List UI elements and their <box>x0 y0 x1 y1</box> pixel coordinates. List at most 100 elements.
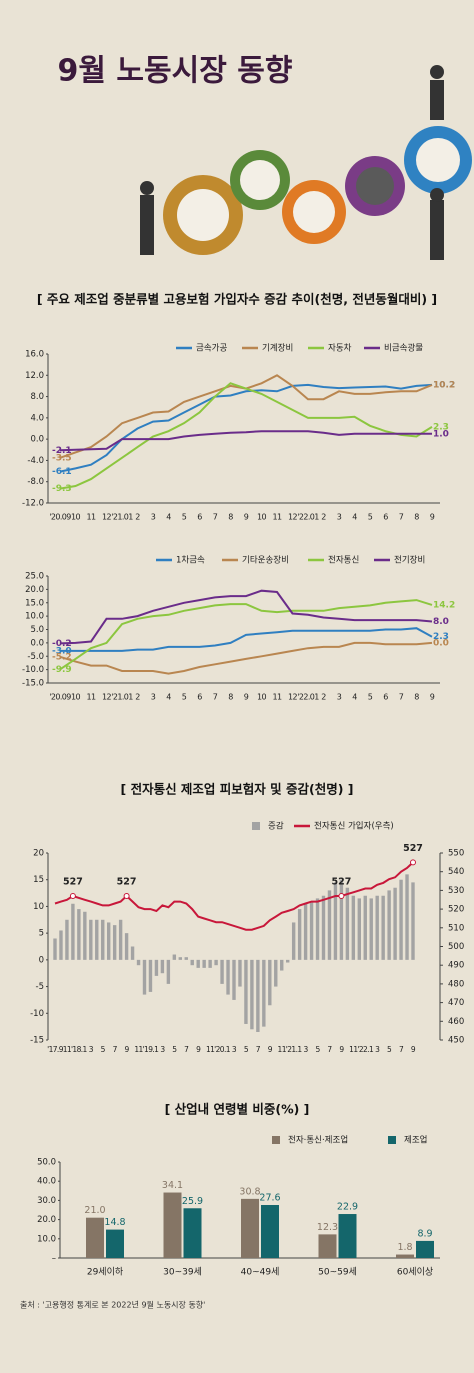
y-tick-label: 15.0 <box>25 598 44 608</box>
bar <box>363 895 367 960</box>
x-tick-label: 30~39세 <box>163 1267 202 1278</box>
bar <box>339 879 344 960</box>
bar <box>405 874 409 960</box>
bar <box>369 898 373 960</box>
x-tick-label: 5 <box>368 693 373 702</box>
x-tick-label: 3 <box>337 693 342 702</box>
y-tick-label: -10 <box>30 1009 44 1019</box>
y-tick-label: -15 <box>30 1036 44 1046</box>
value-label: -3.5 <box>52 453 72 463</box>
annotation-point <box>69 893 76 900</box>
bar <box>124 933 129 960</box>
value-label: 12.3 <box>317 1222 338 1233</box>
series-line <box>60 627 433 652</box>
section-title: [ 전자통신 제조업 피보험자 및 증감(천명) ] <box>121 782 354 797</box>
bar <box>315 898 320 960</box>
bar <box>154 959 159 976</box>
series-line <box>59 589 433 645</box>
bar <box>226 959 230 995</box>
value-label: -5.2 <box>52 652 72 662</box>
y-tick-label: -8.0 <box>27 477 44 487</box>
x-tick-label: 11 <box>134 1045 143 1054</box>
x-tick-label: 11 <box>349 1045 358 1054</box>
annotation: 527 <box>63 877 83 888</box>
value-label: -0.2 <box>52 639 72 649</box>
x-tick-label: 4 <box>166 513 171 522</box>
bar <box>327 890 332 960</box>
bar <box>396 1254 414 1258</box>
x-tick-label: 6 <box>383 513 388 522</box>
y-tick-label: -4.0 <box>27 456 44 466</box>
y2-tick-label: 530 <box>448 886 464 896</box>
value-label: -2.1 <box>52 446 72 456</box>
x-tick-label: 50~59세 <box>318 1267 357 1278</box>
x-tick-label: 8 <box>228 693 233 702</box>
y2-tick-label: 520 <box>448 905 464 915</box>
bar <box>399 879 403 960</box>
bar <box>107 922 111 960</box>
legend-label: 자동차 <box>328 344 352 354</box>
bar <box>106 1229 124 1258</box>
page-title: 9월 노동시장 동향 <box>58 54 293 89</box>
x-tick-label: '22.1 <box>357 1045 374 1054</box>
bar <box>89 919 93 960</box>
bar <box>393 887 397 960</box>
value-label: 21.0 <box>84 1205 105 1216</box>
value-label: 27.6 <box>259 1193 280 1204</box>
value-label: 1.0 <box>433 429 449 439</box>
bar <box>53 938 57 960</box>
legend-label: 전자통신 <box>328 555 359 566</box>
value-label: 8.9 <box>417 1228 432 1239</box>
x-tick-label: 29세이하 <box>87 1267 124 1278</box>
x-tick-label: 5 <box>182 513 187 522</box>
y-tick-label: -10.0 <box>22 665 44 675</box>
x-tick-label: 40~49세 <box>241 1267 280 1278</box>
x-tick-label: 5 <box>101 1045 106 1054</box>
x-tick-label: 7 <box>399 513 404 522</box>
bar <box>86 1217 104 1258</box>
x-tick-label: 3 <box>151 693 156 702</box>
y-tick-label: 15 <box>33 875 44 885</box>
x-tick-label: 3 <box>337 513 342 522</box>
bar <box>318 1234 337 1258</box>
section-title: [ 주요 제조업 중분류별 고용보험 가입자수 증감 추이(천명, 전년동월대비… <box>37 292 437 307</box>
bar <box>202 959 206 968</box>
annotation: 527 <box>117 877 137 888</box>
annotation-point <box>410 859 416 866</box>
x-tick-label: 2 <box>135 513 140 522</box>
bar <box>345 887 350 960</box>
bar <box>83 911 87 960</box>
bar <box>163 1192 182 1258</box>
legend-label: 증감 <box>268 821 284 832</box>
annotation-point <box>338 893 345 900</box>
legend-swatch <box>252 822 260 830</box>
y2-tick-label: 450 <box>448 1036 464 1046</box>
bar <box>136 959 141 966</box>
y-tick-label: – <box>52 1254 56 1264</box>
section-title: [ 산업내 연령별 비중(%) ] <box>165 1102 310 1117</box>
x-tick-label: 10 <box>257 513 266 522</box>
x-tick-label: 5 <box>315 1045 320 1054</box>
bar <box>333 882 338 960</box>
x-tick-label: 9 <box>244 693 249 702</box>
y-tick-label: 5 <box>39 929 44 939</box>
value-label: -9.3 <box>52 484 72 494</box>
x-tick-label: 12 <box>102 693 111 702</box>
x-tick-label: 11 <box>273 693 282 702</box>
x-tick-label: 3 <box>151 513 156 522</box>
legend-label: 금속가공 <box>196 344 227 354</box>
bar <box>338 1214 357 1258</box>
bar <box>416 1240 434 1258</box>
bar <box>214 959 218 966</box>
legend-label: 기타운송장비 <box>242 555 289 566</box>
y2-tick-label: 470 <box>448 998 464 1008</box>
bar <box>130 946 135 960</box>
y-tick-label: 0.0 <box>30 638 44 648</box>
series-line <box>59 430 432 452</box>
bar <box>142 959 147 995</box>
y2-tick-label: 480 <box>448 979 464 989</box>
x-tick-label: 9 <box>244 513 249 522</box>
y-tick-label: -5.0 <box>27 652 44 662</box>
bar <box>118 919 123 960</box>
